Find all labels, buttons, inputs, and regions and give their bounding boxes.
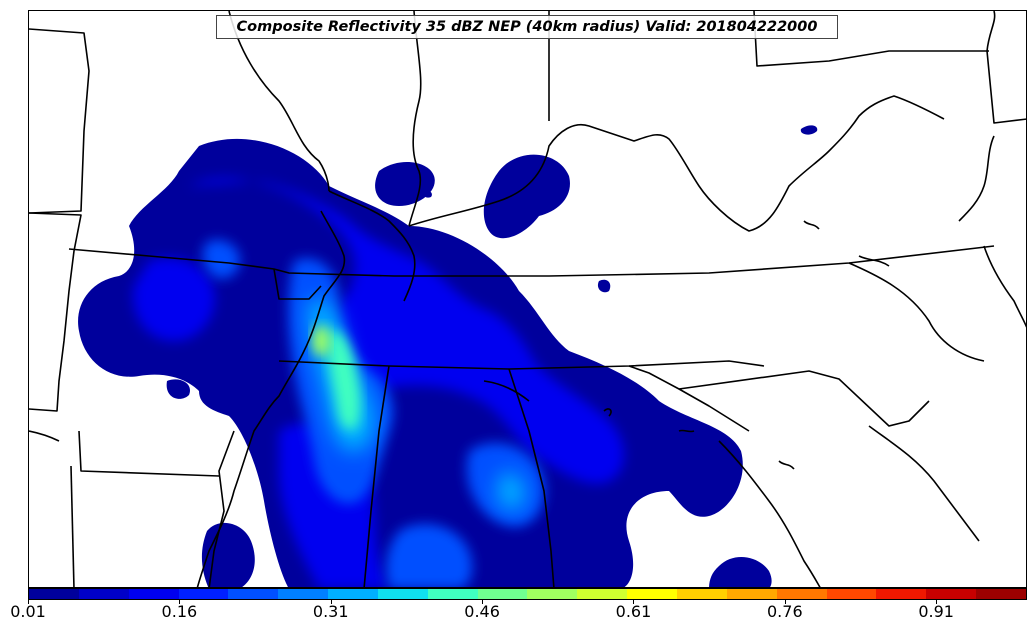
- colorbar-tick-mark: [179, 600, 181, 604]
- colorbar-segment: [328, 589, 378, 599]
- colorbar-segment: [976, 589, 1026, 599]
- colorbar-segment: [826, 589, 877, 599]
- colorbar-tick-label: 0.01: [10, 602, 46, 621]
- colorbar-segment: [377, 589, 428, 599]
- colorbar-tick-mark: [330, 600, 332, 604]
- colorbar-segment: [527, 589, 578, 599]
- colorbar-tick-label: 0.31: [312, 602, 349, 621]
- probability-level-high: [327, 330, 361, 430]
- colorbar-tick-label: 0.46: [464, 602, 500, 621]
- map-canvas: [29, 11, 1026, 587]
- colorbar: [28, 588, 1027, 600]
- colorbar-tick-mark: [482, 600, 484, 604]
- colorbar-segment: [926, 589, 977, 599]
- colorbar-tick-mark: [28, 600, 29, 604]
- map-boundaries: [29, 11, 1026, 587]
- colorbar-tick-label: 0.61: [615, 602, 652, 621]
- colorbar-segment: [278, 589, 329, 599]
- probability-level-medium-low: [133, 178, 624, 587]
- colorbar-tick-label: 0.76: [767, 602, 803, 621]
- colorbar-tick-mark: [936, 600, 938, 604]
- colorbar-segment: [228, 589, 279, 599]
- colorbar-segment: [78, 589, 129, 599]
- state-borders: [29, 28, 90, 214]
- colorbar-segment: [726, 589, 777, 599]
- colorbar-segment: [178, 589, 229, 599]
- colorbar-segment: [876, 589, 927, 599]
- colorbar-tick-labels: 0.01 0.16 0.31 0.46 0.61 0.76 0.91: [0, 600, 1036, 630]
- probability-level-peak: [312, 325, 330, 357]
- colorbar-segment: [427, 589, 478, 599]
- colorbar-tick-label: 0.16: [161, 602, 198, 621]
- colorbar-segment: [776, 589, 827, 599]
- colorbar-segment: [128, 589, 179, 599]
- colorbar-segment: [627, 589, 677, 599]
- probability-field: [78, 125, 818, 587]
- map-title: Composite Reflectivity 35 dBZ NEP (40km …: [216, 15, 838, 39]
- colorbar-tick-label: 0.91: [918, 602, 954, 621]
- colorbar-segment: [29, 589, 79, 599]
- colorbar-tick-mark: [633, 600, 635, 604]
- map-panel: [28, 10, 1027, 588]
- colorbar-tick-mark: [784, 600, 786, 604]
- colorbar-segment: [477, 589, 528, 599]
- colorbar-segment: [577, 589, 628, 599]
- colorbar-segment: [676, 589, 727, 599]
